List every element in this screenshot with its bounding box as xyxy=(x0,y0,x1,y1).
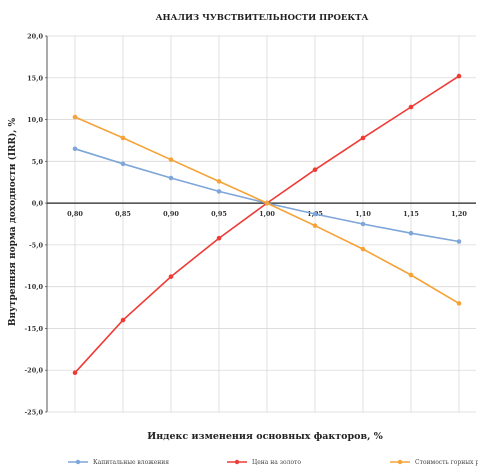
data-point xyxy=(120,161,126,167)
y-tick-label: -20,0 xyxy=(24,367,43,375)
y-tick-label: 10,0 xyxy=(27,116,43,124)
data-point xyxy=(408,104,414,110)
legend-label-0: Капитальные вложения xyxy=(93,459,169,466)
data-point xyxy=(312,223,318,228)
y-tick-label: -5,0 xyxy=(29,241,43,249)
legend-label-1: Цена на золото xyxy=(252,459,301,466)
x-tick-label: 1,10 xyxy=(355,210,371,218)
data-point xyxy=(456,239,462,244)
y-tick-label: -25,0 xyxy=(24,409,43,417)
y-tick-label: -15,0 xyxy=(24,325,43,333)
data-point xyxy=(168,175,174,181)
data-point xyxy=(72,114,78,120)
data-point xyxy=(72,146,78,152)
x-tick-label: 0,95 xyxy=(211,210,227,218)
data-point xyxy=(264,200,270,206)
x-axis-title: Индекс изменения основных факторов, % xyxy=(147,431,382,442)
y-tick-label: 20,0 xyxy=(27,33,43,41)
data-point xyxy=(456,73,462,79)
chart-title: АНАЛИЗ ЧУВСТВИТЕЛЬНОСТИ ПРОЕКТА xyxy=(156,13,369,23)
legend-marker-0 xyxy=(75,459,81,465)
data-point xyxy=(312,211,318,217)
x-tick-label: 0,80 xyxy=(67,210,83,218)
data-point xyxy=(408,272,414,278)
data-point xyxy=(120,317,126,323)
x-tick-label: 1,00 xyxy=(259,210,275,218)
data-point xyxy=(360,246,366,252)
x-tick-label: 1,20 xyxy=(451,210,467,218)
data-point xyxy=(216,179,222,184)
data-point xyxy=(312,167,318,172)
legend-marker-2 xyxy=(397,459,403,465)
data-point xyxy=(408,230,414,236)
x-tick-label: 0,90 xyxy=(163,210,179,218)
y-axis-ticks: 20,0 15,0 10,0 5,0 0,0 -5,0 -10,0 -15,0 -20,0 -25… xyxy=(24,33,47,417)
data-point xyxy=(456,301,462,306)
x-tick-label: 1,15 xyxy=(403,210,419,218)
data-point xyxy=(216,235,222,241)
data-point xyxy=(168,274,174,279)
legend-label-2: Стоимость горных работ xyxy=(415,459,478,466)
grid xyxy=(46,35,476,413)
data-point xyxy=(360,221,366,227)
y-tick-label: -10,0 xyxy=(24,283,43,291)
x-axis-ticks: 0,800,850,900,951,001,051,101,151,20 xyxy=(67,210,467,218)
data-point xyxy=(360,135,366,141)
data-point xyxy=(120,135,126,141)
y-tick-label: 5,0 xyxy=(32,158,44,166)
legend: Капитальные вложения Цена на золото Стоимо… xyxy=(68,459,478,466)
legend-marker-1 xyxy=(234,459,240,465)
series-group xyxy=(72,73,462,376)
data-point xyxy=(168,157,174,162)
y-tick-label: 15,0 xyxy=(27,74,43,82)
x-tick-label: 0,85 xyxy=(115,210,131,218)
y-tick-label: 0,0 xyxy=(32,200,44,208)
y-axis-title: Внутренняя норма доходности (IRR), % xyxy=(7,117,18,326)
data-point xyxy=(216,189,222,194)
data-point xyxy=(72,370,78,376)
